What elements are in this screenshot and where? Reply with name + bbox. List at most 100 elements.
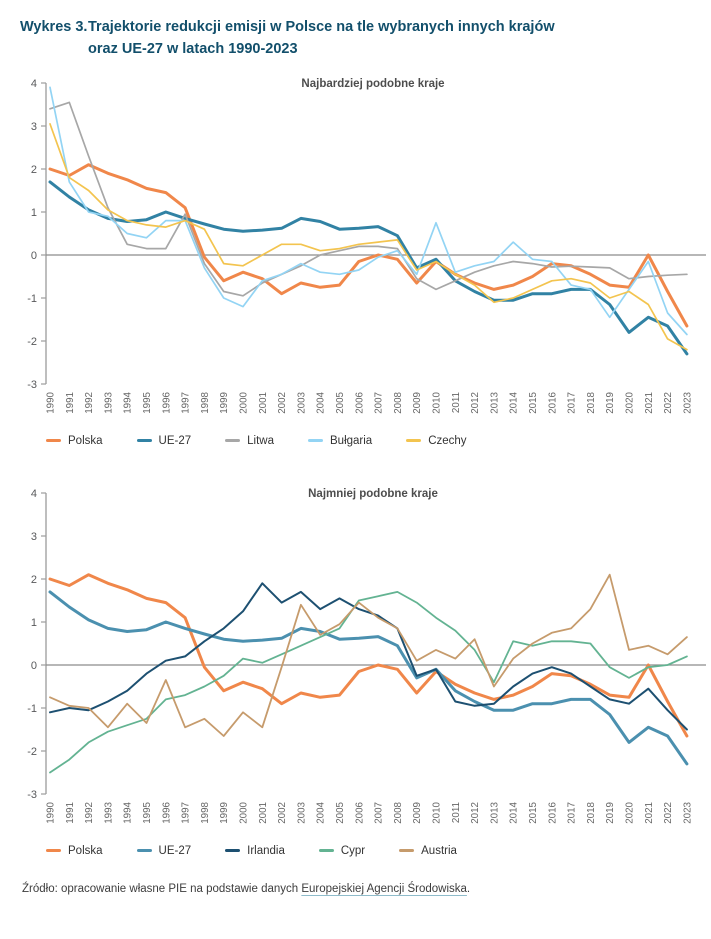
legend-item-ue-27: UE-27: [136, 435, 191, 447]
x-tick-label: 2021: [644, 802, 655, 824]
y-tick-label: -2: [27, 746, 37, 758]
y-tick-label: 1: [31, 207, 37, 219]
x-tick-label: 1994: [123, 801, 134, 823]
line-chart-least-similar: Najmniej podobne kraje 4 3 2 1 0 -1 -2 -3 1990 199…: [20, 481, 706, 839]
series-line-czechy: [49, 122, 688, 351]
figure-header: Wykres 3. Trajektorie redukcji emisji w …: [20, 16, 701, 61]
x-tick-label: 2020: [625, 391, 636, 413]
x-tick-label: 2004: [316, 801, 327, 823]
legend-label: Austria: [421, 844, 457, 857]
legend-swatch: [46, 849, 61, 853]
x-tick-label: 2016: [547, 801, 558, 823]
y-tick-label: 1: [31, 617, 37, 629]
x-tick-label: 2022: [663, 392, 674, 414]
series-line-austria: [49, 573, 688, 737]
x-tick-label: 2003: [296, 801, 307, 823]
series-line-polska: [48, 163, 689, 328]
legend-label: Polska: [68, 434, 103, 447]
legend-label: Irlandia: [247, 844, 285, 857]
x-tick-label: 2019: [605, 802, 616, 824]
x-tick-label: 1998: [200, 801, 211, 823]
y-tick-label: -2: [27, 336, 37, 348]
x-tick-label: 2000: [239, 801, 250, 823]
y-tick-label: -1: [27, 293, 37, 305]
chart-subtitle: Najbardziej podobne kraje: [301, 78, 444, 90]
legend-item-cypr: Cypr: [318, 844, 366, 857]
legend-item-litwa: Litwa: [225, 435, 274, 447]
x-tick-label: 2020: [625, 801, 636, 823]
x-tick-label: 2019: [605, 392, 616, 414]
x-tick-label: 2007: [374, 802, 385, 824]
y-tick-label: -3: [27, 379, 37, 391]
x-tick-label: 2009: [412, 392, 423, 414]
legend-item-irlandia: Irlandia: [225, 845, 285, 857]
x-tick-label: 2015: [528, 391, 539, 413]
legend-swatch: [308, 439, 323, 443]
x-tick-label: 1993: [103, 391, 114, 413]
x-tick-label: 2010: [432, 391, 443, 413]
legend-label: Cypr: [340, 844, 366, 857]
x-tick-label: 2002: [277, 802, 288, 824]
x-tick-label: 2011: [451, 802, 462, 823]
legend-label: Bułgaria: [330, 434, 373, 447]
x-tick-label: 2023: [682, 391, 693, 413]
x-tick-label: 2010: [432, 801, 443, 823]
series-line-litwa: [49, 101, 688, 297]
x-tick-label: 1997: [181, 802, 192, 824]
legend-swatch: [225, 849, 241, 853]
legend-most-similar: Polska UE-27 Litwa Bułgaria Czechy: [46, 435, 701, 447]
legend-item-polska: Polska: [46, 435, 103, 447]
x-tick-label: 2012: [470, 802, 481, 824]
legend-label: Polska: [68, 844, 103, 857]
x-tick-label: 1995: [142, 801, 153, 823]
legend-swatch: [399, 849, 415, 853]
x-tick-label: 2008: [393, 801, 404, 823]
figure-title-line1: Trajektorie redukcji emisji w Polsce na …: [88, 19, 555, 35]
x-tick-label: 1990: [46, 391, 57, 413]
x-tick-label: 2008: [393, 391, 404, 413]
chart-subtitle: Najmniej podobne kraje: [308, 488, 438, 500]
chart-least-similar-countries: Najmniej podobne kraje 4 3 2 1 0 -1 -2 -3 1990 199…: [20, 481, 706, 857]
legend-swatch: [406, 439, 422, 443]
legend-swatch: [136, 849, 152, 853]
y-tick-label: 2: [31, 574, 37, 586]
legend-item-polska: Polska: [46, 845, 103, 857]
x-tick-label: 2005: [335, 801, 346, 823]
x-tick-label: 2007: [374, 392, 385, 414]
source-link[interactable]: Europejskiej Agencji Środowiska: [301, 882, 467, 895]
x-tick-label: 2004: [316, 391, 327, 413]
x-tick-label: 2023: [682, 801, 693, 823]
x-tick-label: 1992: [84, 392, 95, 414]
x-tick-label: 1999: [219, 802, 230, 824]
legend-swatch: [46, 439, 61, 443]
x-tick-label: 1992: [84, 802, 95, 824]
y-tick-label: 3: [31, 121, 37, 133]
legend-item-austria: Austria: [399, 845, 457, 857]
series-line-ue-27: [48, 590, 689, 766]
figure-number: Wykres 3.: [20, 19, 88, 35]
chart-canvas: Najbardziej podobne kraje 4 3 2 1 0 -1 -2 -3 1990…: [27, 78, 706, 414]
x-tick-label: 2014: [509, 391, 520, 413]
x-tick-label: 1990: [46, 801, 57, 823]
x-tick-label: 1991: [65, 392, 76, 414]
series-line-cypr: [49, 590, 688, 774]
x-tick-label: 2021: [644, 392, 655, 414]
x-tick-label: 2014: [509, 801, 520, 823]
legend-label: Litwa: [247, 434, 274, 447]
x-tick-label: 2006: [354, 801, 365, 823]
x-tick-label: 2013: [489, 801, 500, 823]
x-tick-label: 2006: [354, 391, 365, 413]
x-tick-label: 2012: [470, 392, 481, 414]
x-tick-label: 2001: [258, 392, 269, 414]
y-tick-label: -3: [27, 789, 37, 801]
x-tick-label: 2018: [586, 391, 597, 413]
x-tick-label: 1997: [181, 392, 192, 414]
x-tick-label: 2000: [239, 391, 250, 413]
figure-title-line2: oraz UE-27 w latach 1990-2023: [88, 41, 298, 58]
figure-title: Trajektorie redukcji emisji w Polsce na …: [88, 16, 555, 61]
y-tick-label: 3: [31, 531, 37, 543]
legend-swatch: [136, 439, 152, 443]
series-line-ue-27: [48, 180, 689, 356]
x-tick-label: 2017: [567, 392, 578, 414]
source-text: Źródło: opracowanie własne PIE na podsta…: [22, 882, 302, 895]
